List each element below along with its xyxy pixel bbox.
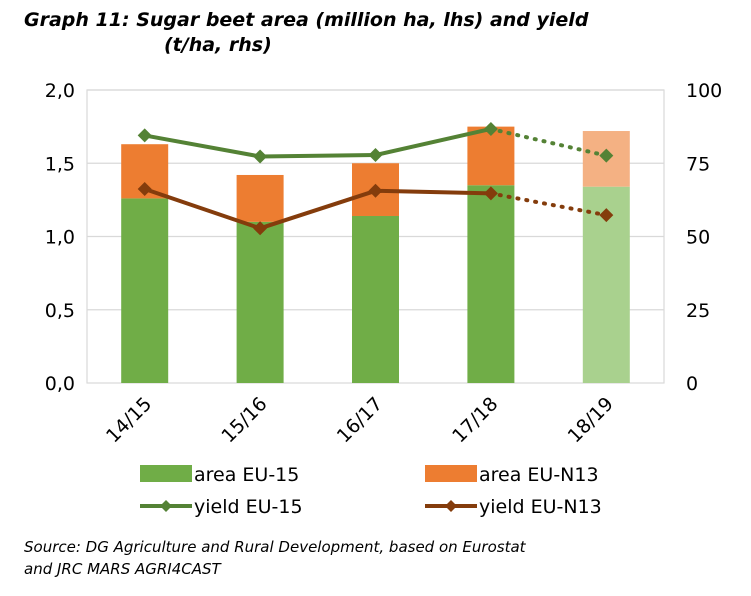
right-tick-label: 100 [686, 80, 722, 102]
yield-eu15-point [368, 148, 383, 163]
right-tick-label: 50 [686, 227, 710, 249]
legend-marker [445, 500, 457, 512]
right-tick-label: 25 [686, 300, 710, 322]
legend-marker [160, 500, 172, 512]
bar-area-eu15 [121, 198, 169, 383]
category-label: 18/19 [564, 393, 618, 447]
legend-label: area EU-N13 [479, 464, 599, 486]
source-line-1: Source: DG Agriculture and Rural Develop… [24, 538, 526, 556]
yield-eu15-point [483, 121, 498, 136]
left-tick-label: 0,0 [45, 373, 75, 395]
yield-eu15-point [137, 128, 152, 143]
chart-title: Graph 11: Sugar beet area (million ha, l… [24, 8, 724, 58]
yield-eun13-point [483, 186, 498, 201]
source-line-2: and JRC MARS AGRI4CAST [24, 560, 221, 578]
yield-eun13-point [253, 221, 268, 236]
yield-eun13-point [137, 182, 152, 197]
legend-label: yield EU-15 [194, 496, 303, 518]
category-label: 14/15 [102, 393, 156, 447]
bar-area-eu15 [236, 221, 284, 383]
bars [121, 126, 630, 383]
bar-area-eu15 [352, 215, 399, 383]
yield-eun13-forecast-line [488, 191, 609, 218]
yield-eun13-line [144, 187, 491, 231]
legend-item: yield EU-N13 [425, 496, 602, 518]
legend-item: area EU-15 [140, 464, 299, 486]
yield-lines [137, 121, 614, 236]
sugar-beet-chart: 0,0 0,5 1,0 1,5 2,0 0 25 50 75 100 14/15 15/16 16/17… [45, 80, 722, 518]
legend-item: area EU-N13 [425, 464, 599, 486]
bar-area-eu15 [467, 185, 515, 383]
category-label: 17/18 [448, 393, 502, 447]
legend-item: yield EU-15 [140, 496, 303, 518]
category-label: 16/17 [333, 393, 387, 447]
bar-area-eun13 [236, 174, 284, 222]
yield-eu15-point [599, 148, 614, 163]
title-line-1: Sugar beet area (million ha, lhs) and yi… [136, 9, 589, 31]
source-note: Source: DG Agriculture and Rural Develop… [24, 536, 724, 580]
left-tick-label: 2,0 [45, 80, 75, 102]
category-label: 15/16 [217, 393, 271, 447]
yield-eu15-forecast-line [488, 126, 609, 158]
legend-swatch [140, 465, 192, 482]
yield-eu15-line [144, 127, 492, 159]
bar-area-eun13 [467, 126, 515, 186]
left-tick-label: 1,5 [45, 153, 75, 175]
graph-number: Graph 11: [24, 9, 130, 31]
left-tick-label: 0,5 [45, 300, 75, 322]
title-line-2: (t/ha, rhs) [164, 34, 272, 56]
right-tick-label: 75 [686, 153, 710, 175]
legend-label: area EU-15 [194, 464, 299, 486]
yield-eun13-point [368, 183, 383, 198]
legend-label: yield EU-N13 [479, 496, 602, 518]
left-tick-label: 1,0 [45, 227, 75, 249]
right-tick-label: 0 [686, 373, 698, 395]
legend-swatch [425, 465, 477, 482]
legend: area EU-15 area EU-N13 yield EU-15 yield EU… [140, 464, 602, 518]
yield-eun13-point [599, 208, 614, 223]
yield-eu15-point [253, 149, 268, 164]
